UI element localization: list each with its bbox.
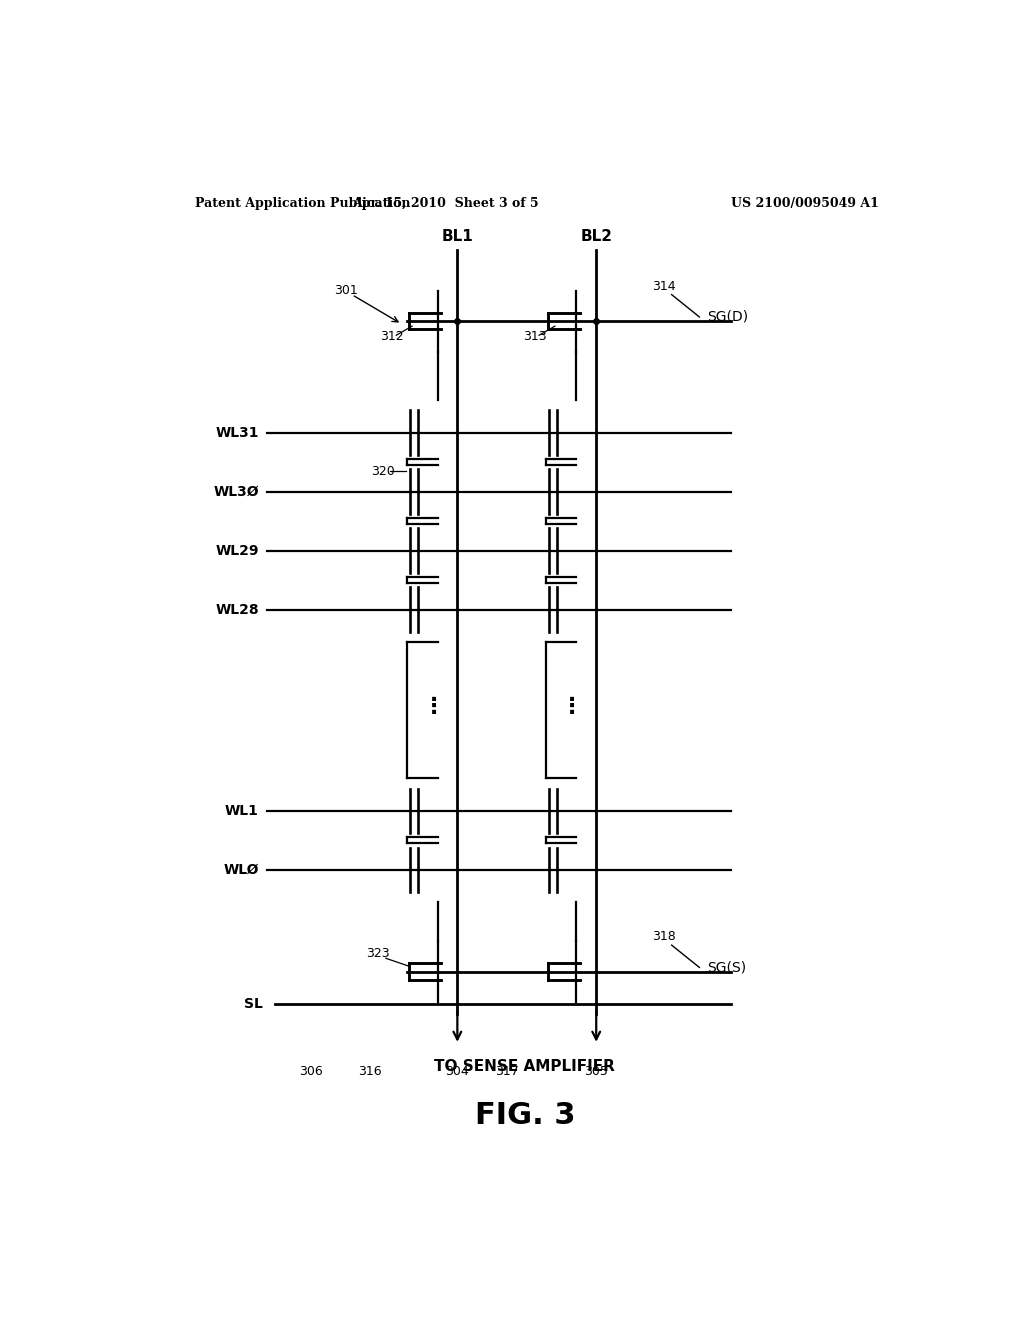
Text: WL1: WL1 bbox=[225, 804, 259, 818]
Text: SG(S): SG(S) bbox=[708, 961, 746, 974]
Text: SL: SL bbox=[244, 997, 263, 1011]
Text: Patent Application Publication: Patent Application Publication bbox=[196, 197, 411, 210]
Text: 323: 323 bbox=[367, 946, 390, 960]
Text: 320: 320 bbox=[371, 465, 394, 478]
Text: ⋮: ⋮ bbox=[423, 697, 444, 717]
Text: 317: 317 bbox=[496, 1065, 519, 1078]
Text: 314: 314 bbox=[652, 280, 676, 293]
Text: BL1: BL1 bbox=[441, 228, 473, 244]
Text: US 2100/0095049 A1: US 2100/0095049 A1 bbox=[731, 197, 879, 210]
Text: ⋮: ⋮ bbox=[561, 697, 584, 717]
Text: 304: 304 bbox=[445, 1065, 469, 1078]
Text: WL31: WL31 bbox=[215, 426, 259, 440]
Text: SG(D): SG(D) bbox=[708, 310, 749, 323]
Text: 316: 316 bbox=[358, 1065, 382, 1078]
Text: 312: 312 bbox=[380, 330, 404, 343]
Text: Apr. 15, 2010  Sheet 3 of 5: Apr. 15, 2010 Sheet 3 of 5 bbox=[352, 197, 539, 210]
Text: WL28: WL28 bbox=[215, 603, 259, 616]
Text: FIG. 3: FIG. 3 bbox=[474, 1101, 575, 1130]
Text: 301: 301 bbox=[334, 284, 358, 297]
Text: 306: 306 bbox=[299, 1065, 323, 1078]
Text: BL2: BL2 bbox=[581, 228, 612, 244]
Text: WL3Ø: WL3Ø bbox=[213, 484, 259, 499]
Text: 305: 305 bbox=[585, 1065, 608, 1078]
Text: 318: 318 bbox=[652, 931, 676, 942]
Text: WLØ: WLØ bbox=[223, 863, 259, 876]
Text: 313: 313 bbox=[523, 330, 547, 343]
Text: TO SENSE AMPLIFIER: TO SENSE AMPLIFIER bbox=[434, 1059, 615, 1074]
Text: WL29: WL29 bbox=[215, 544, 259, 558]
